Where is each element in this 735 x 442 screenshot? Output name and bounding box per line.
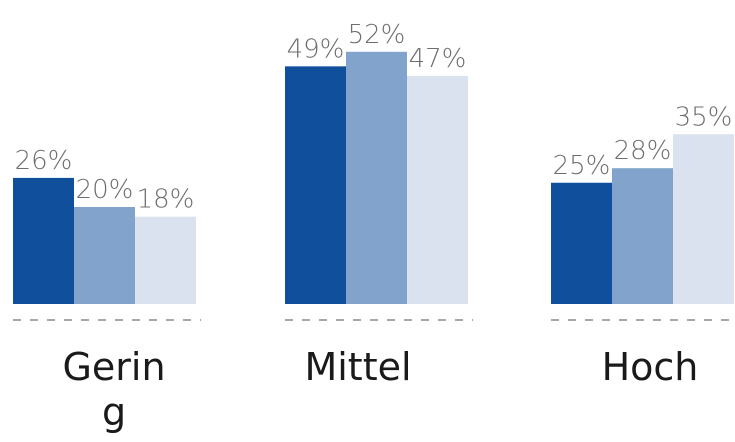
bar-2-1 [285,66,346,304]
value-label-2-2: 52% [348,20,406,50]
bar-1-2 [74,207,135,304]
bars-layer [13,51,734,304]
bar-2-2 [346,51,407,304]
category-label-1-line-1: Gerin [62,345,165,389]
bar-3-3 [673,134,734,304]
bar-3-2 [612,168,673,304]
value-label-1-2: 20% [76,175,134,205]
category-label-1-line-2: g [102,390,126,434]
bar-1-1 [13,177,74,304]
value-labels-layer: 26%20% 18% 49% 52%47% 25% 28%35% [15,20,733,215]
value-label-2-1: 49% [287,34,345,64]
value-label-1-3: 18% [137,185,195,215]
bar-1-3 [135,216,196,304]
value-label-3-2: 28% [614,136,672,166]
value-label-3-3: 35% [675,102,733,132]
category-label-3: Hoch [602,345,699,389]
value-label-2-3: 47% [409,44,467,74]
bar-3-1 [551,182,612,304]
value-label-3-1: 25% [553,151,611,181]
value-label-1-1: 26% [15,146,73,176]
bar-2-3 [407,76,468,304]
category-label-2: Mittel [304,345,411,389]
